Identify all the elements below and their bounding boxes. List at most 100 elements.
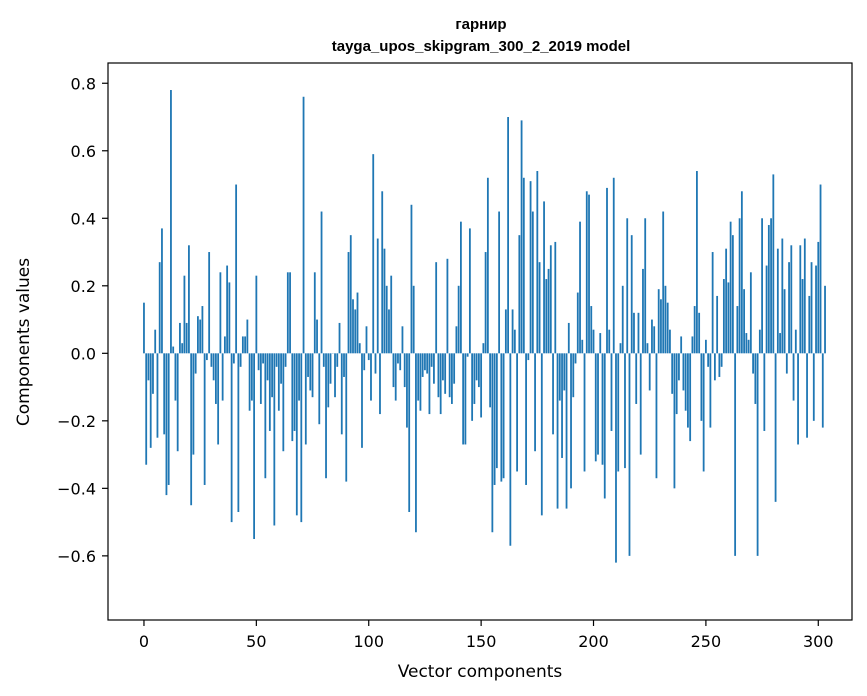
bar xyxy=(163,353,166,435)
bar xyxy=(651,319,653,354)
bar xyxy=(491,353,494,533)
bar xyxy=(179,322,181,354)
y-ticks: −0.6 −0.4 −0.2 0.0 0.2 0.4 0.6 0.8 xyxy=(57,74,108,566)
bar xyxy=(662,211,665,354)
y-tick-label: 0.2 xyxy=(71,277,96,296)
bar xyxy=(821,353,824,428)
bar xyxy=(230,353,233,523)
x-ticks: 0 50 100 150 200 250 300 xyxy=(139,620,834,651)
bar xyxy=(734,353,737,556)
bar xyxy=(197,316,199,354)
bar xyxy=(749,272,752,354)
bar xyxy=(664,285,667,354)
bar xyxy=(765,265,768,354)
bar xyxy=(327,353,330,408)
bar xyxy=(545,279,548,354)
bar xyxy=(250,353,253,401)
bar xyxy=(720,353,723,367)
bar xyxy=(421,353,424,377)
bar xyxy=(747,339,750,354)
bar xyxy=(653,326,656,354)
bar xyxy=(740,191,743,354)
bar xyxy=(268,353,271,431)
bar xyxy=(477,353,480,388)
bar xyxy=(698,312,701,354)
bar xyxy=(646,343,649,354)
bar xyxy=(223,336,226,354)
bar xyxy=(630,235,633,354)
bar xyxy=(232,353,235,364)
x-tick-label: 100 xyxy=(353,632,384,651)
bar xyxy=(752,353,754,374)
bar xyxy=(475,353,478,381)
bar xyxy=(338,322,341,354)
bar xyxy=(774,353,777,502)
bar xyxy=(583,353,586,472)
bar xyxy=(538,262,541,354)
bar xyxy=(237,353,240,512)
bar xyxy=(486,177,489,354)
bar xyxy=(713,353,716,381)
bar xyxy=(257,353,260,371)
bar xyxy=(666,302,669,354)
bar xyxy=(295,353,298,516)
bar xyxy=(451,353,453,404)
bar xyxy=(374,353,377,374)
bar xyxy=(518,235,521,354)
bar xyxy=(356,292,359,354)
bar xyxy=(570,353,572,489)
bar xyxy=(563,353,566,391)
bar xyxy=(206,353,208,361)
bar xyxy=(817,241,820,354)
bar xyxy=(412,285,415,354)
bar xyxy=(680,336,683,354)
bar xyxy=(361,353,363,448)
bar xyxy=(561,353,563,458)
bar xyxy=(379,353,381,415)
bar xyxy=(756,353,759,556)
bar xyxy=(700,353,703,421)
bar xyxy=(322,353,325,367)
y-tick-label: −0.4 xyxy=(57,479,96,498)
bar xyxy=(597,353,599,455)
bar xyxy=(729,221,732,354)
bar xyxy=(244,336,247,354)
bar xyxy=(161,228,163,354)
bar xyxy=(156,353,159,438)
bar xyxy=(572,353,575,398)
bar xyxy=(745,333,748,354)
bar xyxy=(273,353,276,526)
bar xyxy=(399,353,402,371)
bar xyxy=(554,241,557,354)
bar xyxy=(543,201,545,354)
bar xyxy=(648,353,651,391)
bar xyxy=(516,353,518,472)
bar xyxy=(540,353,543,516)
bar xyxy=(785,353,788,374)
bar xyxy=(430,353,433,367)
bar xyxy=(181,343,184,354)
bar xyxy=(406,353,408,428)
bar xyxy=(608,329,611,354)
bar xyxy=(226,265,229,354)
bar xyxy=(170,90,172,354)
bar xyxy=(509,353,512,546)
bar xyxy=(394,353,397,401)
bar xyxy=(606,187,608,354)
bar xyxy=(549,245,552,354)
bar xyxy=(576,292,579,354)
bar xyxy=(473,353,476,404)
bar xyxy=(675,353,678,415)
y-tick-label: 0.0 xyxy=(71,344,96,363)
bar xyxy=(253,353,255,539)
bar xyxy=(376,238,379,354)
bar xyxy=(210,353,213,367)
bar xyxy=(277,353,280,411)
bar xyxy=(365,326,368,354)
bar xyxy=(462,353,465,445)
bar xyxy=(316,319,318,354)
bar xyxy=(174,353,177,401)
bar xyxy=(408,353,411,512)
bar xyxy=(684,353,687,411)
bar xyxy=(347,252,350,354)
